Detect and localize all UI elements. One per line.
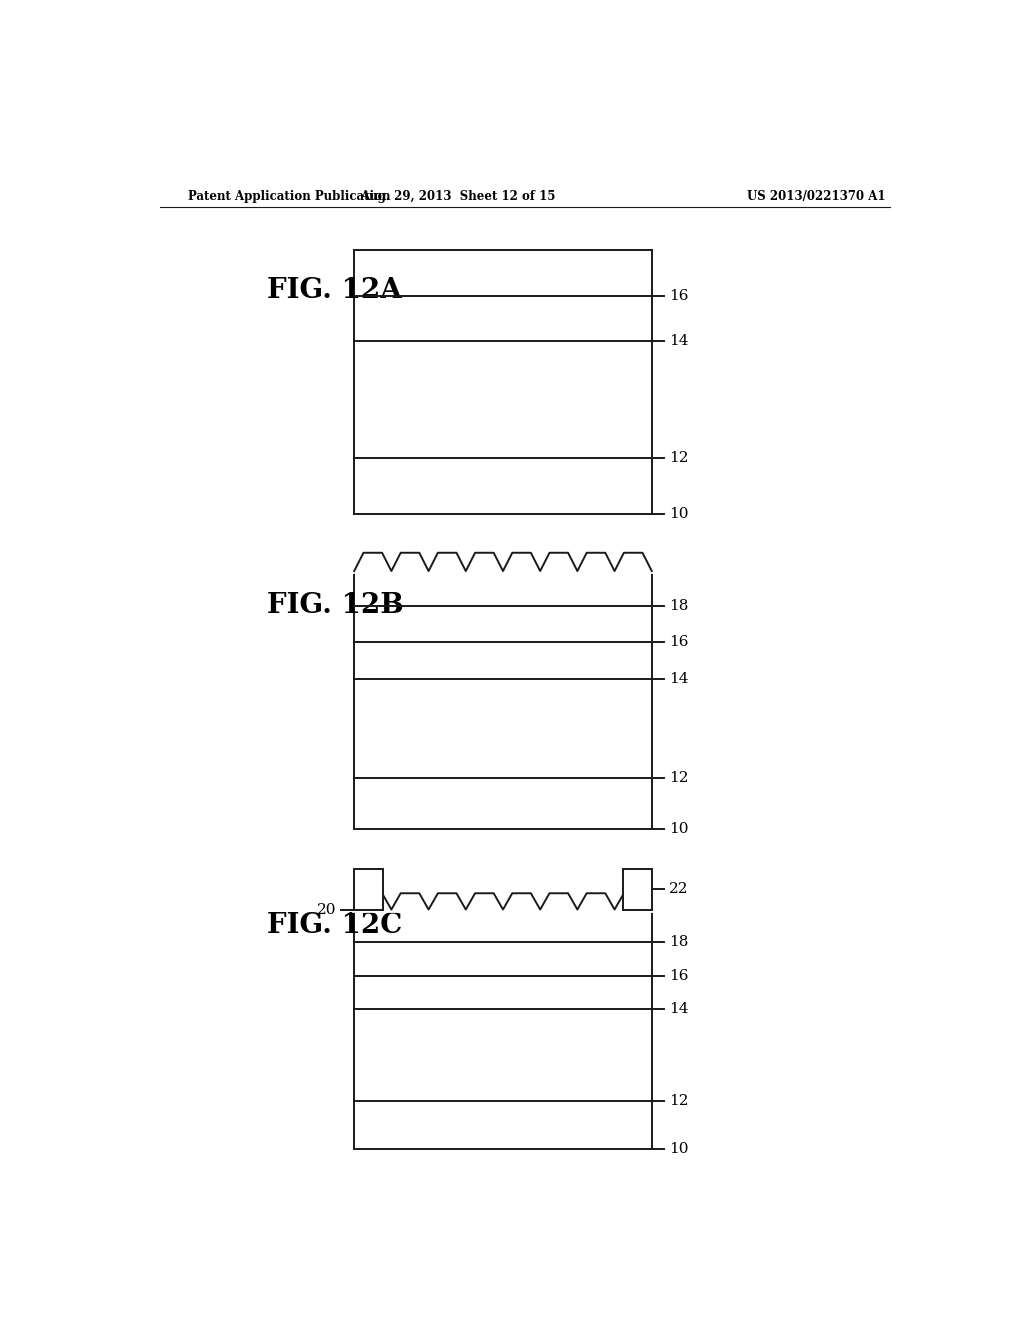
Text: 12: 12 [670,451,689,465]
Text: 18: 18 [670,935,688,949]
Text: FIG. 12A: FIG. 12A [267,277,401,304]
Text: 16: 16 [670,969,689,982]
Text: 14: 14 [670,334,689,348]
Bar [354,249,651,515]
Text: 10: 10 [670,822,689,837]
Bar [354,572,651,829]
Text: 16: 16 [670,289,689,302]
Text: FIG. 12B: FIG. 12B [267,593,403,619]
Text: Aug. 29, 2013  Sheet 12 of 15: Aug. 29, 2013 Sheet 12 of 15 [359,190,555,202]
Text: 12: 12 [670,1093,689,1107]
Text: 10: 10 [670,1142,689,1156]
Text: 12: 12 [670,771,689,785]
Text: Patent Application Publication: Patent Application Publication [187,190,390,202]
Text: 16: 16 [670,635,689,649]
Text: 20: 20 [317,903,337,916]
Bar [354,909,651,1150]
Text: US 2013/0221370 A1: US 2013/0221370 A1 [748,190,886,202]
Text: 10: 10 [670,507,689,521]
Text: 14: 14 [670,1002,689,1016]
Bar [354,869,383,909]
Text: 14: 14 [670,672,689,686]
Text: 22: 22 [670,882,689,896]
Text: FIG. 12C: FIG. 12C [267,912,402,940]
Bar [624,869,651,909]
Text: 18: 18 [670,598,688,612]
